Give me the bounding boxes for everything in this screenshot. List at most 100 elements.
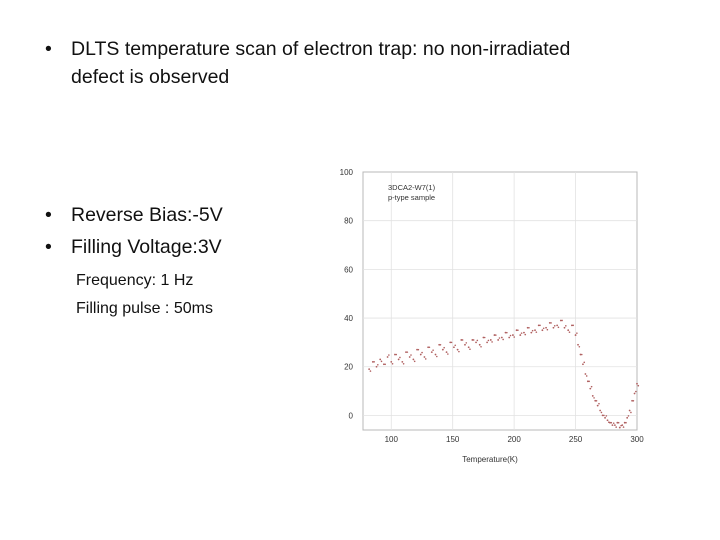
data-point bbox=[513, 336, 516, 338]
y-tick-label: 80 bbox=[344, 217, 353, 226]
data-point bbox=[469, 348, 471, 350]
data-point bbox=[508, 336, 511, 339]
data-point bbox=[595, 399, 598, 402]
data-point bbox=[622, 426, 625, 428]
data-point bbox=[535, 331, 538, 333]
data-point bbox=[395, 353, 398, 356]
data-point bbox=[523, 331, 525, 334]
data-point bbox=[609, 421, 611, 424]
x-tick-label: 300 bbox=[630, 435, 644, 444]
data-point bbox=[427, 346, 430, 349]
data-point bbox=[379, 358, 382, 361]
data-point bbox=[582, 363, 584, 366]
data-point bbox=[458, 350, 460, 353]
data-point bbox=[371, 360, 374, 363]
data-point bbox=[491, 341, 493, 343]
data-point bbox=[617, 421, 620, 424]
data-point bbox=[493, 334, 496, 336]
data-point bbox=[486, 341, 488, 344]
data-point bbox=[375, 365, 378, 368]
data-point bbox=[438, 343, 441, 346]
x-tick-label: 100 bbox=[385, 435, 399, 444]
data-point bbox=[633, 392, 636, 395]
y-tick-label: 60 bbox=[344, 265, 353, 274]
data-point bbox=[472, 339, 475, 341]
data-point bbox=[635, 390, 637, 393]
data-point bbox=[497, 339, 500, 341]
data-point bbox=[380, 360, 383, 363]
data-point bbox=[557, 326, 560, 329]
data-point bbox=[599, 409, 602, 412]
data-point bbox=[434, 353, 437, 356]
data-point bbox=[534, 329, 536, 332]
data-point bbox=[402, 362, 405, 365]
bullet-text-reverse-bias: Reverse Bias:-5V bbox=[71, 204, 223, 226]
data-point bbox=[577, 343, 579, 346]
data-point bbox=[424, 358, 427, 360]
data-point bbox=[626, 416, 629, 419]
data-point bbox=[416, 348, 418, 351]
data-point bbox=[546, 328, 549, 331]
y-tick-label: 20 bbox=[344, 363, 353, 372]
data-point bbox=[590, 385, 593, 388]
data-point bbox=[432, 349, 434, 351]
data-point bbox=[388, 354, 390, 356]
data-point bbox=[464, 343, 466, 346]
data-point bbox=[611, 424, 614, 427]
data-point bbox=[412, 358, 415, 361]
data-point bbox=[591, 395, 594, 397]
data-point bbox=[373, 361, 375, 363]
data-point bbox=[480, 345, 482, 348]
data-point bbox=[417, 348, 420, 351]
data-point bbox=[568, 331, 571, 333]
data-point bbox=[489, 339, 492, 341]
data-point bbox=[539, 324, 541, 327]
sub-frequency: Frequency: 1 Hz bbox=[76, 272, 194, 289]
data-point bbox=[449, 341, 452, 344]
data-point bbox=[615, 426, 617, 428]
data-point bbox=[631, 399, 633, 402]
data-point bbox=[603, 414, 605, 417]
data-point bbox=[524, 333, 527, 336]
data-point bbox=[556, 324, 559, 327]
data-point bbox=[604, 416, 606, 419]
data-point bbox=[487, 339, 490, 342]
data-point bbox=[550, 322, 552, 324]
data-point bbox=[410, 354, 412, 356]
data-point bbox=[537, 324, 540, 327]
data-point bbox=[439, 344, 442, 346]
bullet-filling-voltage: • Filling Voltage:3V bbox=[45, 234, 222, 261]
data-point bbox=[588, 380, 590, 383]
data-point bbox=[502, 338, 504, 341]
data-point bbox=[390, 360, 393, 363]
data-point bbox=[637, 384, 640, 387]
data-point bbox=[441, 348, 444, 351]
data-point bbox=[435, 355, 438, 358]
data-point bbox=[506, 331, 508, 334]
data-point bbox=[586, 380, 589, 383]
bullet-dot-icon: • bbox=[45, 204, 52, 226]
data-point bbox=[498, 337, 501, 339]
data-point bbox=[545, 326, 547, 329]
data-point bbox=[475, 341, 477, 344]
data-point bbox=[596, 404, 599, 407]
sub-filling-pulse: Filling pulse : 50ms bbox=[76, 300, 213, 317]
data-point bbox=[548, 322, 551, 324]
x-tick-label: 200 bbox=[507, 435, 521, 444]
data-point bbox=[454, 344, 457, 347]
data-point bbox=[636, 382, 638, 385]
bullet-dltc-scan: • DLTS temperature scan of electron trap… bbox=[45, 36, 570, 63]
data-point bbox=[621, 424, 624, 427]
data-point bbox=[559, 319, 562, 322]
data-point bbox=[632, 399, 635, 402]
data-point bbox=[567, 329, 570, 332]
data-point bbox=[594, 399, 597, 402]
bullet-dot-icon: • bbox=[45, 38, 52, 60]
data-point bbox=[627, 415, 630, 417]
data-point bbox=[610, 421, 613, 424]
data-point bbox=[494, 334, 497, 336]
data-point bbox=[406, 351, 409, 353]
data-point bbox=[528, 326, 530, 329]
data-point bbox=[382, 363, 385, 366]
